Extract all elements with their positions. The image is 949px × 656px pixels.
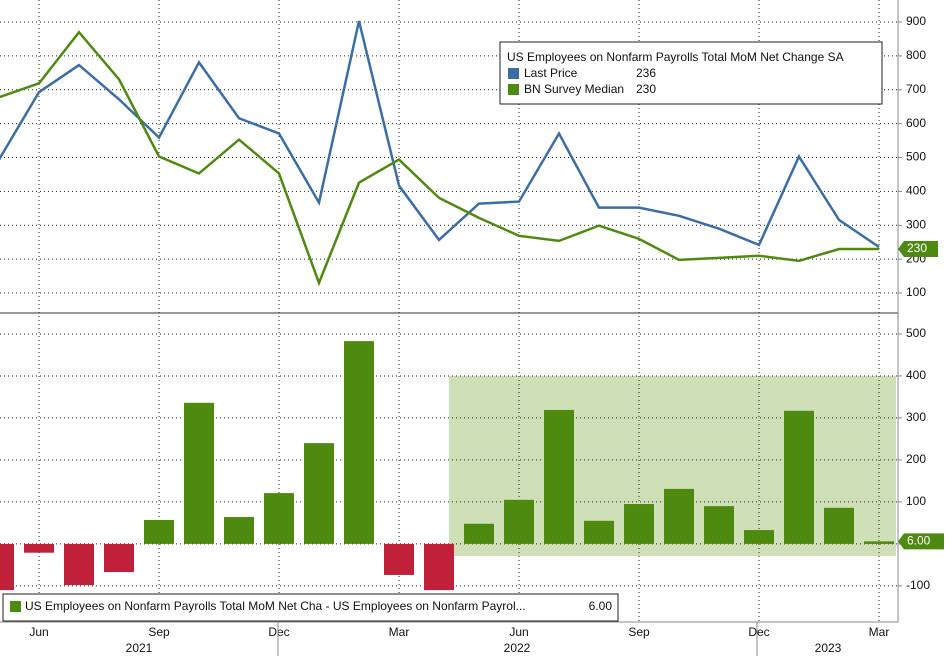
bar: [304, 443, 334, 544]
bar: [0, 543, 14, 591]
x-tick-label: Sep: [628, 625, 650, 639]
last-value-tag: [898, 533, 944, 550]
bar: [744, 530, 774, 544]
bar: [864, 541, 894, 544]
bar: [664, 488, 694, 544]
last-value-tag: [898, 241, 938, 258]
y-tick-label: 300: [906, 410, 926, 424]
bar: [464, 523, 494, 544]
y-tick-label: 400: [906, 184, 926, 198]
bar: [504, 499, 534, 544]
y-tick-label: 500: [906, 326, 926, 340]
legend-swatch: [508, 68, 519, 79]
line-series: [0, 20, 880, 249]
y-tick-label: 200: [906, 452, 926, 466]
bar: [704, 506, 734, 544]
x-tick-label: Mar: [389, 625, 410, 639]
bar: [224, 517, 254, 544]
last-value-label: 6.00: [907, 534, 931, 548]
x-tick-label: Jun: [29, 625, 48, 639]
bar: [264, 493, 294, 544]
bar: [584, 520, 614, 544]
y-tick-label: 100: [906, 285, 926, 299]
x-tick-label: Sep: [148, 625, 170, 639]
x-tick-label: Mar: [869, 625, 890, 639]
legend-box: [2, 593, 619, 622]
legend-value: 6.00: [589, 599, 613, 613]
bar: [384, 543, 414, 575]
legend-value: 236: [636, 66, 656, 80]
legend-label: US Employees on Nonfarm Payrolls Total M…: [25, 599, 526, 613]
x-tick-label: Jun: [509, 625, 528, 639]
legend-swatch: [10, 601, 21, 612]
y-tick-label: -100: [906, 578, 930, 592]
bar: [144, 519, 174, 544]
legend-swatch: [508, 84, 519, 95]
bar: [424, 543, 454, 591]
line-series: [0, 30, 879, 287]
y-tick-label: 900: [906, 14, 926, 28]
legend-label: BN Survey Median: [524, 82, 624, 96]
bar: [24, 543, 54, 553]
y-tick-label: 800: [906, 48, 926, 62]
bar: [344, 341, 374, 544]
legend-title: US Employees on Nonfarm Payrolls Total M…: [507, 50, 844, 64]
legend-label: Last Price: [524, 66, 578, 80]
bar: [184, 402, 214, 544]
x-tick-label: Dec: [748, 625, 769, 639]
y-tick-label: 700: [906, 82, 926, 96]
bar: [544, 409, 574, 544]
x-group-label: 2022: [504, 641, 531, 655]
x-tick-label: Dec: [268, 625, 289, 639]
y-tick-label: 100: [906, 494, 926, 508]
legend-value: 230: [636, 82, 656, 96]
bottom-legend: US Employees on Nonfarm Payrolls Total M…: [2, 593, 619, 622]
legend-box: [499, 41, 883, 105]
top-legend: US Employees on Nonfarm Payrolls Total M…: [499, 41, 883, 105]
bar: [64, 543, 94, 586]
last-value-label: 230: [907, 241, 927, 255]
y-tick-label: 400: [906, 368, 926, 382]
bar: [784, 410, 814, 544]
bar: [104, 543, 134, 573]
bar: [624, 504, 654, 544]
y-tick-label: 300: [906, 217, 926, 231]
x-group-label: 2023: [815, 641, 842, 655]
y-tick-label: 500: [906, 150, 926, 164]
y-tick-label: 600: [906, 116, 926, 130]
x-group-label: 2021: [126, 641, 153, 655]
bar: [824, 507, 854, 544]
